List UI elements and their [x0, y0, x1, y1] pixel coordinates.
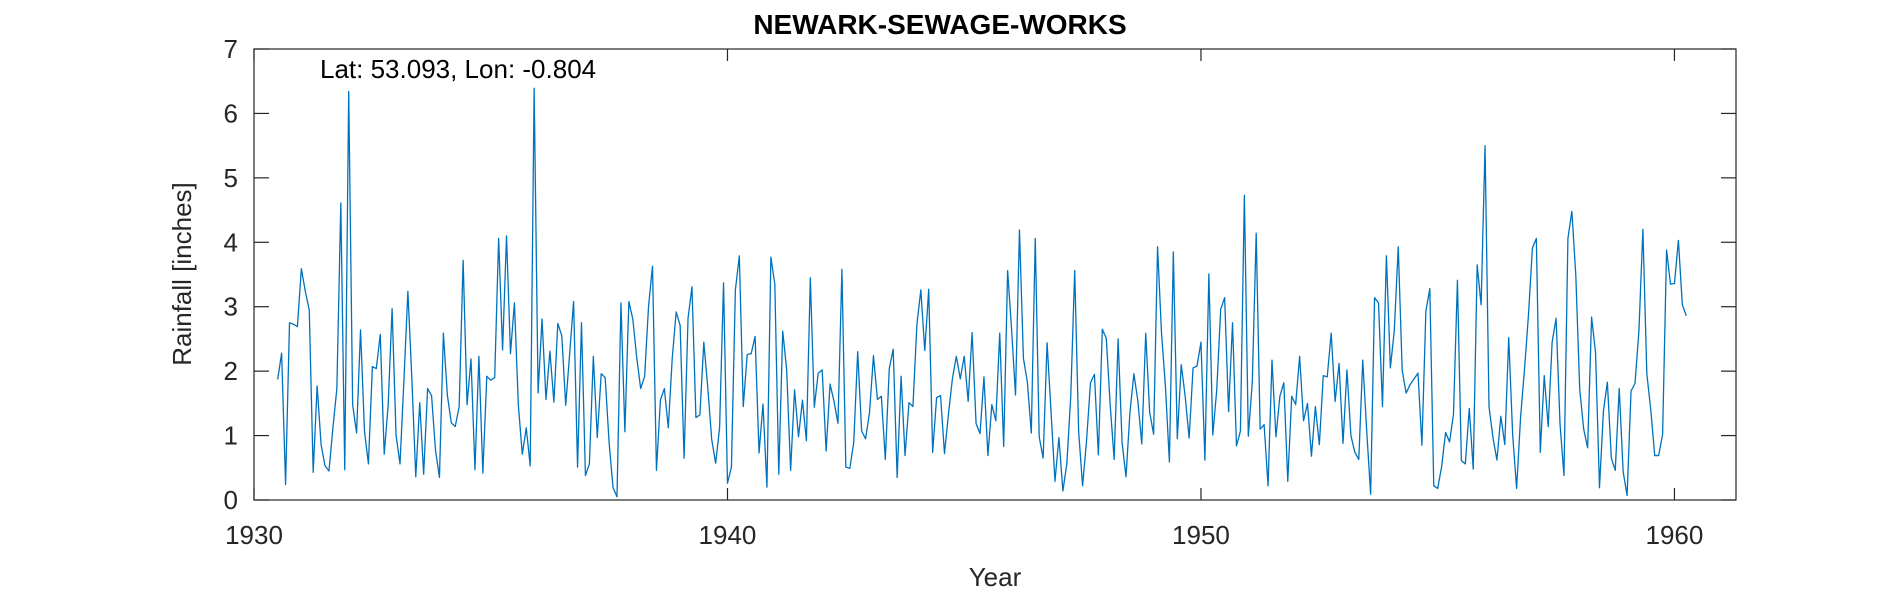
x-tick-label: 1950 [1172, 520, 1230, 550]
y-tick-label: 5 [224, 163, 238, 193]
y-axis-label: Rainfall [inches] [167, 182, 197, 366]
plot-area [253, 48, 1737, 501]
x-axis-ticks: 1930 1940 1950 1960 [225, 49, 1703, 550]
y-tick-label: 6 [224, 98, 238, 128]
x-tick-label: 1940 [699, 520, 757, 550]
y-tick-label: 7 [224, 34, 238, 64]
rainfall-series-line [277, 87, 1687, 498]
y-tick-label: 2 [224, 356, 238, 386]
y-tick-label: 4 [224, 227, 238, 257]
y-tick-label: 1 [224, 421, 238, 451]
location-annotation: Lat: 53.093, Lon: -0.804 [320, 54, 596, 84]
y-tick-label: 0 [224, 485, 238, 515]
chart-title: NEWARK-SEWAGE-WORKS [753, 9, 1126, 40]
y-axis-ticks: 0 1 2 3 4 5 6 7 [224, 34, 1736, 515]
x-axis-label: Year [969, 562, 1022, 591]
x-tick-label: 1930 [225, 520, 283, 550]
y-tick-label: 3 [224, 292, 238, 322]
x-tick-label: 1960 [1646, 520, 1704, 550]
